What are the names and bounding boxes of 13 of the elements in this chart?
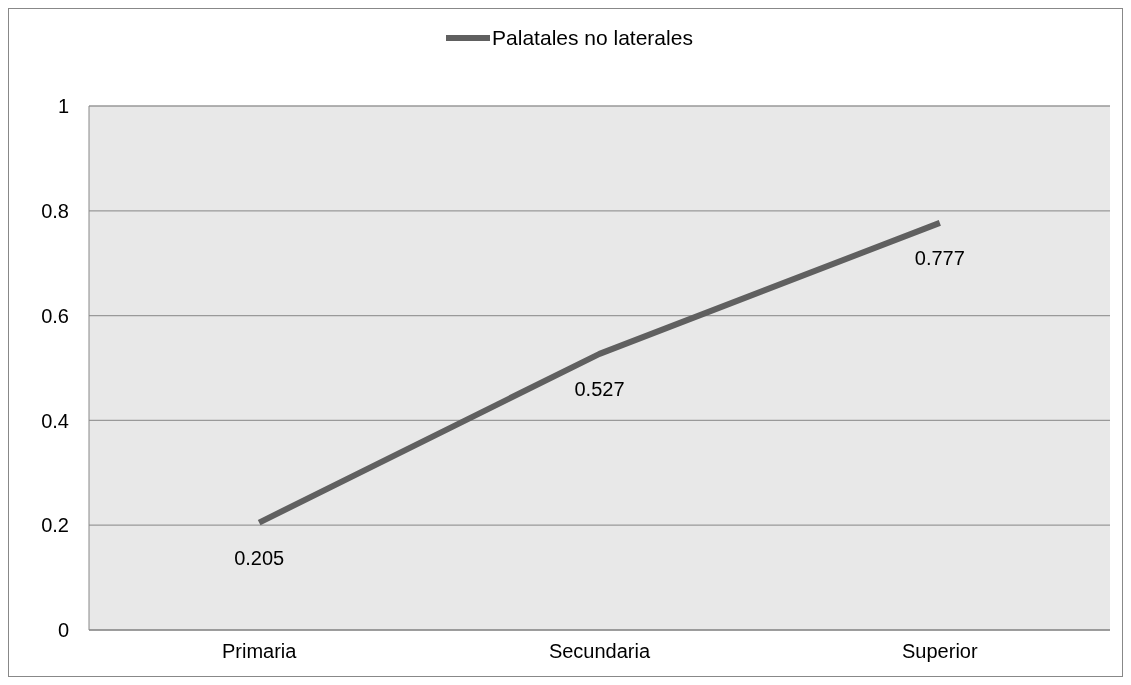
x-tick-label: Superior	[902, 640, 978, 663]
y-tick-label: 0	[57, 619, 69, 642]
x-tick-label: Primaria	[221, 640, 298, 663]
y-tick-label: 0.6	[41, 304, 69, 327]
x-tick-label: Secundaria	[548, 640, 651, 663]
data-label: 0.527	[574, 378, 625, 401]
y-tick-label: 0.2	[41, 514, 69, 537]
y-tick-label: 0.8	[41, 199, 69, 222]
y-tick-label: 1	[57, 95, 69, 118]
legend-label: Palatales no laterales	[492, 26, 693, 50]
y-tick-label: 0.4	[41, 409, 69, 432]
data-label: 0.777	[914, 247, 965, 270]
data-label: 0.205	[234, 546, 285, 569]
